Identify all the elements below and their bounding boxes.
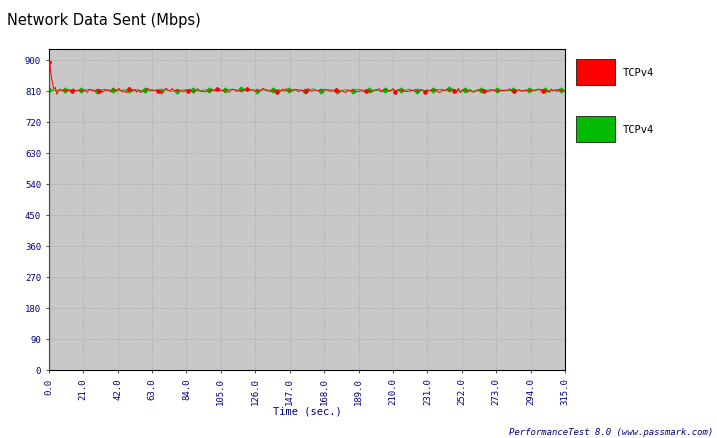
Text: Network Data Sent (Mbps): Network Data Sent (Mbps) <box>7 13 201 28</box>
X-axis label: Time (sec.): Time (sec.) <box>272 406 341 416</box>
Text: PerformanceTest 8.0 (www.passmark.com): PerformanceTest 8.0 (www.passmark.com) <box>509 427 713 436</box>
Text: TCPv4: TCPv4 <box>622 68 654 78</box>
Text: TCPv4: TCPv4 <box>622 125 654 134</box>
